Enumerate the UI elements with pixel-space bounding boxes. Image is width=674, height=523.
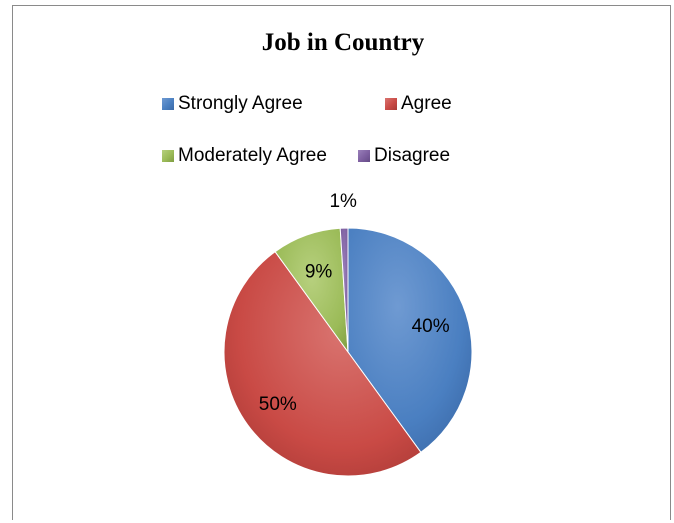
- legend-label-agree: Agree: [401, 93, 452, 114]
- legend-label-disagree: Disagree: [374, 145, 451, 166]
- legend-swatch-moderately-agree: [162, 150, 174, 162]
- legend-swatch-disagree: [358, 150, 370, 162]
- legend-label-strongly-agree: Strongly Agree: [178, 93, 303, 114]
- pie-slice-disagree: [339, 227, 349, 353]
- legend-item-strongly-agree: Strongly Agree: [162, 93, 303, 115]
- chart-title: Job in Country: [261, 29, 425, 56]
- data-label-disagree: 1%: [329, 191, 357, 212]
- pie-slice-strongly-agree: [347, 227, 473, 454]
- legend-swatch-strongly-agree: [162, 98, 174, 110]
- legend-label-moderately-agree: Moderately Agree: [178, 145, 327, 166]
- legend-swatch-agree: [385, 98, 397, 110]
- data-label-strongly-agree: 40%: [412, 316, 450, 337]
- legend-item-agree: Agree: [385, 93, 452, 115]
- data-label-moderately-agree: 9%: [305, 261, 333, 282]
- legend-item-disagree: Disagree: [358, 145, 450, 167]
- legend-item-moderately-agree: Moderately Agree: [162, 145, 327, 167]
- pie-slice-agree: [223, 250, 422, 477]
- data-label-agree: 50%: [259, 394, 297, 415]
